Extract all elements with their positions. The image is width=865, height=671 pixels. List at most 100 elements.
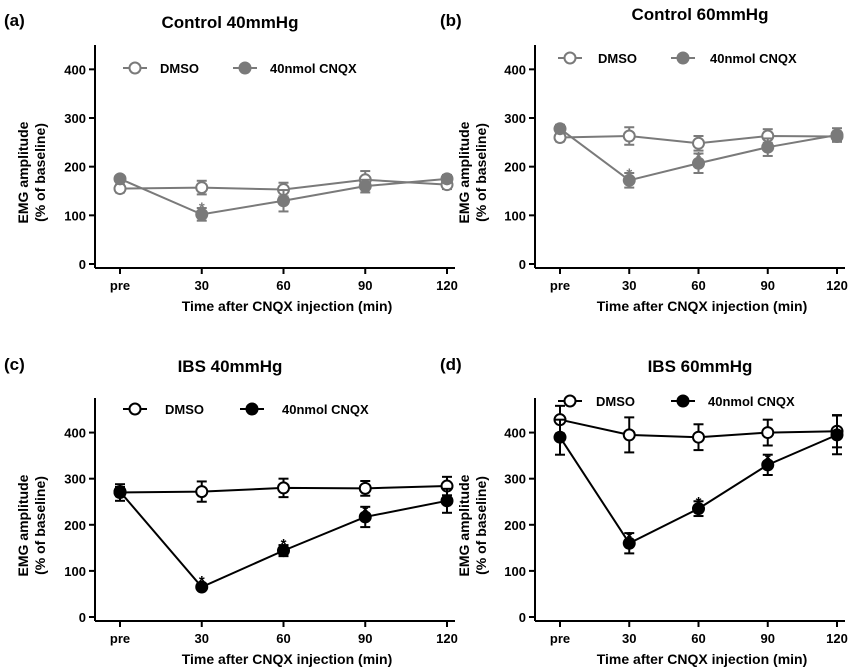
data-point — [761, 458, 775, 472]
y-axis-label: EMG amplitude — [15, 121, 31, 223]
data-point — [195, 580, 209, 594]
x-axis-label: Time after CNQX injection (min) — [182, 298, 393, 314]
x-axis-label: Time after CNQX injection (min) — [597, 651, 808, 667]
panel-label: (b) — [440, 11, 462, 30]
data-point — [277, 481, 290, 495]
legend: DMSO 40nmol CNQX — [123, 402, 369, 417]
legend-marker — [238, 61, 252, 75]
data-point — [277, 194, 290, 208]
data-point — [692, 156, 705, 170]
x-tick-label: 120 — [826, 278, 848, 293]
y-tick-label: 300 — [64, 111, 86, 126]
data-point — [692, 502, 705, 516]
y-tick-label: 400 — [504, 62, 526, 77]
x-tick-label: pre — [550, 278, 570, 293]
panel-label: (d) — [440, 355, 462, 374]
legend-label: DMSO — [165, 402, 204, 417]
x-tick-label: pre — [110, 278, 130, 293]
series-cnqx — [553, 122, 844, 189]
y-tick-label: 200 — [64, 518, 86, 533]
y-tick-label: 300 — [504, 472, 526, 487]
data-point — [622, 536, 636, 550]
y-axis-label: EMG amplitude — [15, 474, 31, 576]
data-point — [195, 485, 209, 499]
y-tick-label: 400 — [504, 426, 526, 441]
series-cnqx — [113, 485, 454, 594]
y-tick-label: 0 — [519, 610, 526, 625]
chart-title: IBS 40mmHg — [178, 357, 283, 376]
data-point — [553, 430, 567, 444]
x-tick-label: 90 — [761, 631, 775, 646]
y-axis-label-unit: (% of baseline) — [32, 123, 48, 222]
y-axis-label-unit: (% of baseline) — [32, 476, 48, 575]
y-tick-label: 400 — [64, 62, 86, 77]
significance-star: * — [281, 536, 287, 553]
x-tick-label: 60 — [691, 278, 705, 293]
x-tick-label: 60 — [276, 631, 290, 646]
legend-label: DMSO — [160, 61, 199, 76]
panel-b: (b) Control 60mmHg 0 100 200 300 400 pre 30 60 90 1… — [440, 5, 848, 314]
significance-star: * — [696, 149, 702, 166]
significance-star: * — [199, 200, 205, 217]
x-tick-label: pre — [550, 631, 570, 646]
legend-label: DMSO — [598, 51, 637, 66]
y-tick-label: 100 — [504, 564, 526, 579]
y-tick-label: 100 — [64, 564, 86, 579]
data-point — [277, 544, 290, 558]
legend-label: DMSO — [596, 394, 635, 409]
legend: DMSO 40nmol CNQX — [558, 394, 795, 409]
legend-marker — [563, 394, 577, 408]
legend-label: 40nmol CNQX — [270, 61, 357, 76]
y-tick-label: 100 — [64, 208, 86, 223]
legend-marker — [676, 51, 690, 65]
legend: DMSO 40nmol CNQX — [123, 61, 357, 76]
y-tick-label: 0 — [79, 610, 86, 625]
legend-marker — [563, 51, 577, 65]
x-tick-label: 30 — [195, 278, 209, 293]
y-axis-label: EMG amplitude — [456, 474, 472, 576]
y-tick-label: 200 — [64, 160, 86, 175]
series-dmso — [553, 404, 844, 454]
data-point — [358, 481, 372, 495]
y-tick-label: 200 — [504, 160, 526, 175]
data-point — [830, 128, 844, 142]
x-tick-label: pre — [110, 631, 130, 646]
data-point — [195, 207, 209, 221]
data-point — [440, 494, 454, 508]
legend: DMSO 40nmol CNQX — [558, 51, 797, 66]
x-tick-label: 30 — [622, 631, 636, 646]
chart-title: Control 60mmHg — [632, 5, 769, 24]
data-point — [358, 179, 372, 193]
y-tick-label: 400 — [64, 426, 86, 441]
significance-star: * — [626, 166, 632, 183]
y-axis-label: EMG amplitude — [456, 121, 472, 223]
data-point — [622, 129, 636, 143]
legend-label: 40nmol CNQX — [710, 51, 797, 66]
legend-marker — [128, 402, 142, 416]
data-point — [195, 181, 209, 195]
series-cnqx — [113, 172, 454, 222]
data-point — [358, 510, 372, 524]
panel-label: (c) — [4, 355, 25, 374]
y-axis-label-unit: (% of baseline) — [473, 476, 489, 575]
significance-star: * — [362, 503, 368, 520]
x-tick-label: 120 — [436, 278, 458, 293]
series-dmso — [553, 126, 844, 152]
x-axis-label: Time after CNQX injection (min) — [182, 651, 393, 667]
data-point — [113, 485, 127, 499]
legend-label: 40nmol CNQX — [708, 394, 795, 409]
x-tick-label: 60 — [276, 278, 290, 293]
series-line — [559, 433, 838, 545]
significance-star: * — [199, 573, 205, 590]
data-point — [113, 172, 127, 186]
data-point — [553, 122, 567, 136]
data-point — [692, 136, 705, 150]
y-tick-label: 100 — [504, 208, 526, 223]
x-tick-label: 90 — [358, 278, 372, 293]
x-tick-label: 30 — [622, 278, 636, 293]
x-tick-label: 30 — [195, 631, 209, 646]
x-tick-label: 90 — [358, 631, 372, 646]
data-point — [830, 428, 844, 442]
significance-star: * — [765, 451, 771, 468]
significance-star: * — [626, 529, 632, 546]
